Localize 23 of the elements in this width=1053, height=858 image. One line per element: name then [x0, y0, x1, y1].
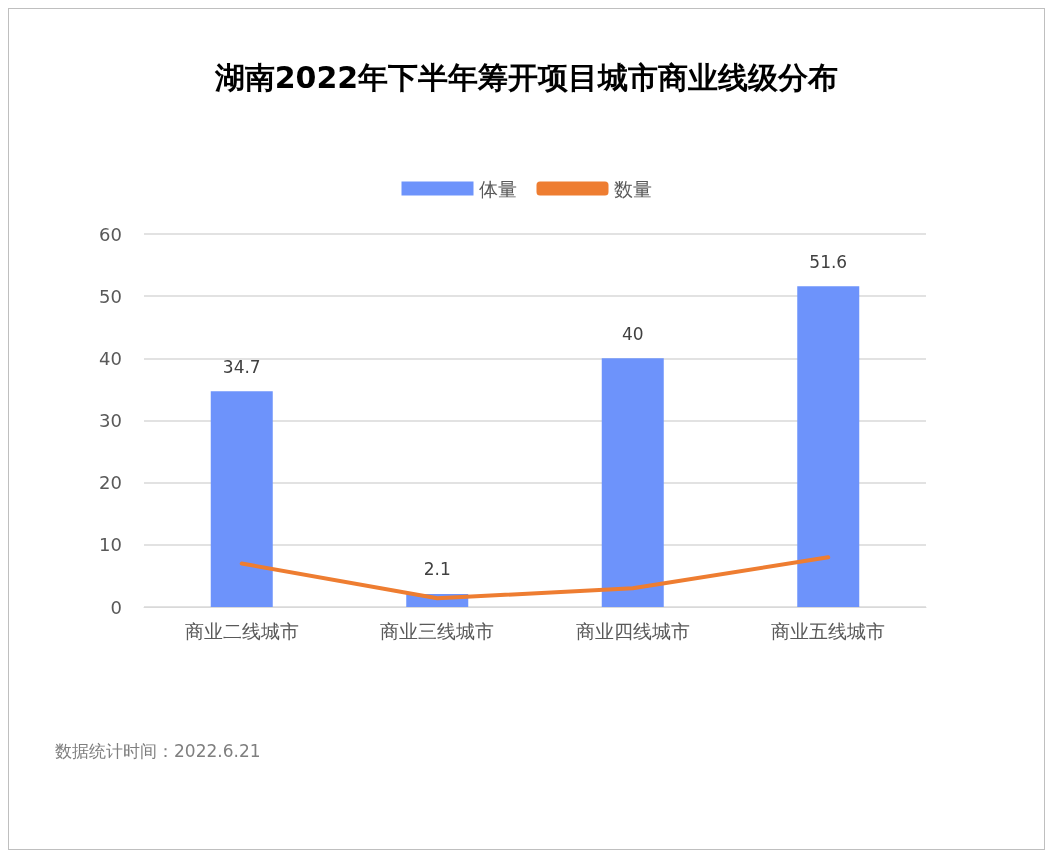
y-tick-label: 60 — [99, 223, 122, 245]
bar — [601, 358, 664, 607]
y-tick-label: 50 — [99, 285, 122, 307]
x-tick-label: 商业二线城市 — [184, 619, 299, 642]
y-tick-label: 10 — [99, 534, 122, 556]
y-tick-label: 0 — [110, 596, 122, 618]
data-label: 51.6 — [809, 251, 848, 272]
chart-title: 湖南2022年下半年筹开项目城市商业线级分布 — [213, 59, 839, 95]
legend-label: 数量 — [613, 177, 652, 200]
y-tick-label: 20 — [99, 472, 122, 494]
x-tick-label: 商业五线城市 — [771, 619, 886, 642]
data-label: 34.7 — [222, 356, 261, 377]
data-label: 2.1 — [423, 559, 451, 580]
x-tick-label: 商业四线城市 — [575, 619, 690, 642]
y-tick-label: 40 — [99, 347, 122, 369]
data-label: 40 — [621, 323, 644, 344]
y-tick-label: 30 — [99, 410, 122, 431]
text: 数据统计时间：2022.6.21 — [55, 740, 261, 761]
bar — [210, 391, 273, 607]
bar — [797, 286, 860, 607]
line-series — [239, 555, 831, 601]
legend-label: 体量 — [478, 177, 517, 200]
x-tick-label: 商业三线城市 — [380, 619, 495, 642]
